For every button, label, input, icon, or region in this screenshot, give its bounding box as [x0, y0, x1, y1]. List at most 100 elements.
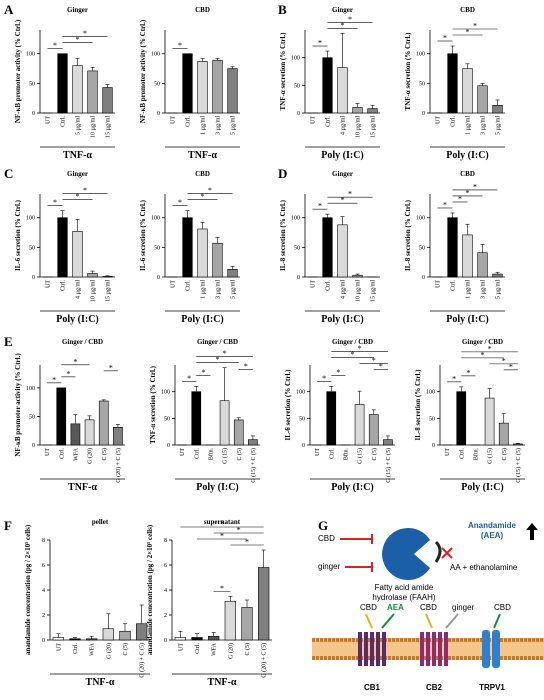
y-tick-label: 100 — [26, 386, 35, 392]
significance-label: * — [348, 15, 352, 24]
significance-label: * — [73, 357, 77, 366]
x-axis-label: Poly (I:C) — [56, 314, 99, 325]
x-tick-label: 15 µg/ml — [371, 280, 377, 302]
y-axis-label: IL-6 secretion (% Ctrl.) — [284, 369, 292, 441]
x-tick-label: UT — [46, 116, 52, 124]
substrate-label: Anandamide — [468, 521, 517, 530]
x-axis-label: Poly (I:C) — [321, 150, 364, 161]
bar — [182, 53, 193, 114]
x-axis-label: Poly (I:C) — [181, 314, 224, 325]
y-tick-label: 50 — [29, 245, 35, 251]
chart-title: supernatant — [204, 518, 241, 526]
panel-letter: E — [4, 334, 13, 349]
bar — [227, 268, 238, 278]
significance-label: * — [220, 584, 224, 593]
x-tick-label: 1 µg/ml — [466, 280, 472, 299]
ligand-label: CBD — [494, 603, 511, 612]
y-tick-label: 8 — [42, 538, 45, 544]
x-axis-label: TNF-α — [86, 677, 115, 688]
bar — [52, 637, 64, 641]
bar — [174, 637, 186, 641]
x-tick-label: 3 µg/ml — [216, 116, 222, 135]
ligand-label: AEA — [387, 603, 404, 612]
chart-title: Ginger / CBD — [462, 338, 503, 346]
significance-label: * — [178, 41, 182, 50]
y-tick-label: 100 — [151, 52, 160, 58]
x-tick-label: 10 µg/ml — [356, 280, 362, 302]
bar — [447, 53, 458, 114]
x-tick-label: G (20) — [87, 448, 94, 464]
y-axis-label: anandamide concentration (pg / 2×10⁵ cel… — [146, 524, 154, 655]
x-tick-label: Ctrl. — [195, 643, 201, 654]
bar — [383, 439, 393, 446]
x-tick-label: G (20) + C (5) — [261, 643, 268, 678]
chart-title: CBD — [195, 170, 210, 178]
y-tick-label: 100 — [296, 390, 305, 396]
significance-label: * — [83, 186, 87, 195]
panel-letter: D — [278, 166, 287, 181]
x-tick-label: WFA — [90, 642, 96, 656]
aea-molecule — [434, 540, 442, 563]
bar — [197, 228, 208, 278]
x-tick-label: C (5) — [244, 643, 251, 656]
significance-label: * — [379, 362, 383, 371]
x-tick-label: UT — [171, 116, 177, 124]
significance-label: * — [216, 355, 220, 364]
bar — [212, 242, 223, 278]
bar — [102, 87, 113, 114]
x-tick-label: Ctrl. — [451, 116, 457, 127]
bar — [102, 276, 113, 278]
chart-title: Ginger — [332, 170, 353, 178]
y-tick-label: 100 — [26, 52, 35, 58]
x-tick-label: Ctrl. — [59, 448, 65, 459]
significance-label: * — [473, 22, 477, 31]
y-tick-label: 0 — [422, 111, 425, 117]
x-tick-label: Bftn. — [342, 448, 349, 461]
y-tick-label: 0 — [297, 111, 300, 117]
cb1-receptor — [358, 632, 386, 666]
significance-label: * — [348, 190, 352, 199]
bar — [462, 68, 473, 114]
x-axis-label: Poly (I:C) — [446, 314, 489, 325]
significance-label: * — [76, 192, 80, 201]
y-tick-label: 100 — [426, 390, 435, 396]
x-tick-label: 1 µg/ml — [201, 280, 207, 299]
ligand-arrows — [365, 613, 501, 629]
bar — [447, 217, 458, 278]
y-axis-label: anandamide concentration (pg / 2×10⁵ cel… — [24, 524, 32, 655]
x-tick-label: Bftn. — [472, 448, 479, 461]
x-tick-label: 5 µg/ml — [231, 280, 237, 299]
x-axis-label: Poly (I:C) — [196, 482, 239, 493]
significance-label: * — [76, 35, 80, 44]
ligand-label: ginger — [452, 603, 475, 612]
panel-letter: F — [4, 518, 12, 533]
x-tick-label: G (15) + C (5) — [515, 448, 522, 483]
significance-label: * — [208, 186, 212, 195]
significance-label: * — [473, 182, 477, 191]
x-tick-label: 5 µg/ml — [496, 116, 502, 135]
chart-title: pellet — [92, 518, 109, 526]
y-tick-label: 100 — [291, 216, 300, 222]
significance-label: * — [351, 350, 355, 359]
x-axis-label: TNF-α — [188, 150, 217, 161]
significance-label: * — [322, 374, 326, 383]
x-tick-label: Ctrl. — [186, 280, 192, 291]
bar — [219, 400, 230, 446]
x-tick-label: WFA — [212, 642, 218, 656]
significance-label: * — [488, 344, 492, 353]
x-tick-label: 3 µg/ml — [481, 116, 487, 135]
bar — [484, 397, 495, 446]
product-label: AA + ethanolamine — [450, 563, 518, 572]
y-tick-label: 50 — [294, 83, 300, 89]
x-axis-label: Poly (I:C) — [321, 314, 364, 325]
x-tick-label: 15 µg/ml — [106, 280, 112, 302]
x-tick-label: 3 µg/ml — [216, 280, 222, 299]
significance-label: * — [341, 196, 345, 205]
y-axis-label: IL-8 secretion (% Ctrl.) — [279, 199, 287, 271]
y-tick-label: 0 — [422, 275, 425, 281]
y-tick-label: 100 — [291, 56, 300, 62]
y-tick-label: 4 — [164, 588, 167, 594]
bar — [57, 53, 68, 114]
x-tick-label: 1 µg/ml — [466, 116, 472, 135]
